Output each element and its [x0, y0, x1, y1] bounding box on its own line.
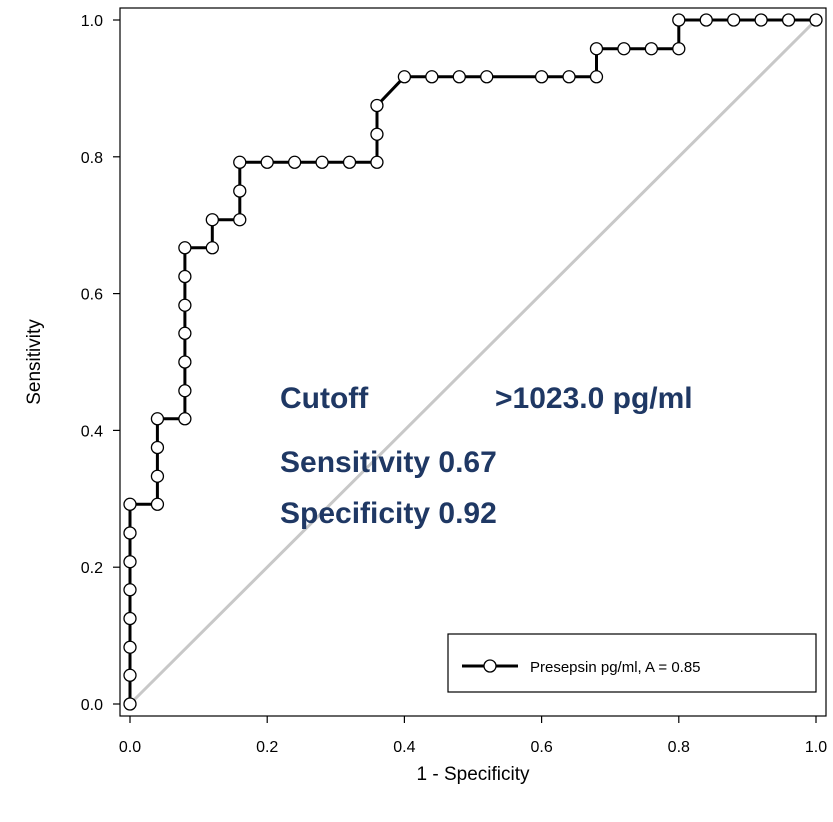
roc-point — [370, 155, 384, 169]
plot-frame — [119, 7, 827, 717]
roc-point — [809, 13, 823, 27]
cutoff-label: Cutoff — [280, 382, 369, 415]
roc-point — [370, 127, 384, 141]
roc-point — [781, 13, 796, 27]
roc-point — [123, 668, 137, 682]
roc-point — [480, 70, 494, 84]
roc-point — [178, 269, 192, 284]
x-tick-label: 0.4 — [393, 739, 415, 756]
roc-point — [233, 213, 247, 227]
roc-point — [178, 298, 192, 312]
roc-point — [178, 384, 192, 398]
cutoff-annotation: Cutoff >1023.0 pg/ml Sensitivity 0.67 Sp… — [280, 382, 693, 530]
x-tick-label: 0.8 — [668, 739, 690, 756]
roc-point — [315, 155, 329, 169]
roc-point — [205, 213, 219, 227]
roc-point — [123, 497, 137, 511]
y-axis-title: Sensitivity — [24, 319, 45, 405]
x-axis-title: 1 - Specificity — [417, 764, 530, 785]
roc-point — [672, 13, 686, 27]
roc-point — [397, 70, 412, 84]
reference-diagonal-line — [128, 18, 818, 706]
roc-point — [260, 155, 274, 169]
roc-point — [644, 42, 659, 56]
sensitivity-annotation: Sensitivity 0.67 — [280, 446, 497, 479]
roc-point — [150, 440, 165, 455]
roc-point — [123, 611, 137, 626]
x-tick-label: 0.0 — [119, 739, 141, 756]
y-tick-label: 0.6 — [81, 287, 103, 304]
series-layer — [123, 13, 823, 711]
roc-point — [178, 355, 192, 369]
legend-box — [447, 633, 817, 693]
roc-point — [123, 697, 137, 711]
roc-point — [589, 70, 604, 84]
roc-point — [123, 526, 137, 540]
x-tick-label: 0.2 — [256, 739, 278, 756]
roc-point — [150, 412, 165, 426]
y-tick-label: 0.2 — [81, 560, 103, 577]
y-tick-label: 0.4 — [81, 423, 103, 440]
x-tick-label: 0.6 — [530, 739, 552, 756]
roc-point — [370, 98, 384, 113]
y-tick-label: 1.0 — [81, 13, 103, 30]
y-tick-label: 0.8 — [81, 150, 103, 167]
roc-point — [287, 155, 302, 169]
specificity-annotation: Specificity 0.92 — [280, 497, 497, 530]
x-axis: 0.0 0.2 0.4 0.6 0.8 1.0 — [119, 716, 827, 756]
roc-point — [699, 13, 713, 27]
legend: Presepsin pg/ml, A = 0.85 — [447, 633, 817, 693]
roc-point — [178, 241, 192, 255]
roc-point — [589, 42, 604, 56]
roc-point — [123, 555, 137, 569]
roc-point — [178, 326, 192, 340]
x-tick-label: 1.0 — [805, 739, 827, 756]
roc-point — [672, 42, 686, 56]
roc-point — [617, 42, 631, 56]
roc-point — [150, 469, 165, 483]
y-tick-label: 0.0 — [81, 697, 103, 714]
cutoff-value: >1023.0 pg/ml — [495, 382, 693, 415]
roc-point — [754, 13, 768, 27]
legend-marker-sample — [483, 659, 497, 673]
roc-point — [205, 241, 219, 255]
legend-label: Presepsin pg/ml, A = 0.85 — [530, 659, 701, 676]
roc-point — [452, 70, 466, 84]
roc-point — [342, 155, 357, 169]
y-axis: 0.0 0.2 0.4 0.6 0.8 1.0 — [81, 13, 120, 714]
roc-point — [562, 70, 576, 84]
roc-point — [123, 640, 137, 654]
roc-point — [178, 412, 192, 426]
roc-point — [233, 155, 247, 169]
roc-point — [233, 184, 247, 198]
roc-point — [425, 70, 439, 84]
roc-point — [123, 583, 137, 597]
roc-point — [727, 13, 741, 27]
roc-point — [150, 497, 165, 511]
plot-area — [119, 7, 827, 717]
roc-point — [534, 70, 549, 84]
